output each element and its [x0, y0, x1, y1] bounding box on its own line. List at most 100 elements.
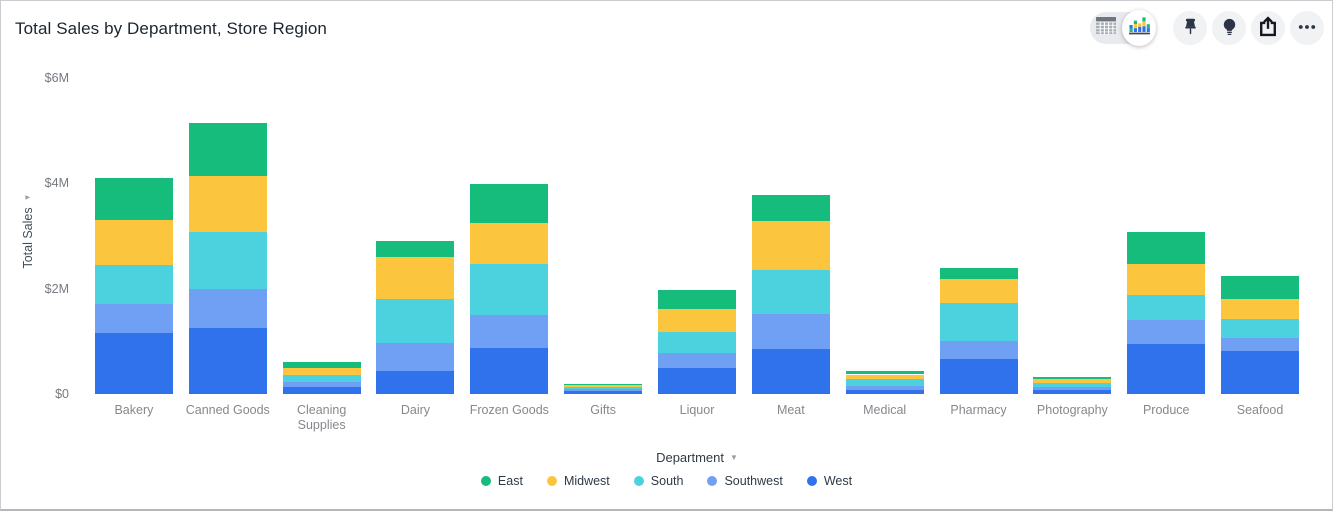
bar-segment-canned-goods-south[interactable] [188, 232, 267, 290]
bar-segment-dairy-midwest[interactable] [376, 256, 455, 300]
bar-segment-cleaning-supplies-southwest[interactable] [282, 381, 361, 388]
bar-segment-dairy-south[interactable] [376, 299, 455, 343]
bar-segment-produce-south[interactable] [1127, 295, 1206, 321]
bar-segment-medical-southwest[interactable] [845, 386, 924, 390]
bar-segment-dairy-southwest[interactable] [376, 342, 455, 371]
bar-segment-bakery-south[interactable] [94, 264, 173, 305]
bar-segment-seafood-west[interactable] [1221, 351, 1300, 394]
bar-segment-dairy-east[interactable] [376, 241, 455, 257]
view-mode-toggle[interactable] [1090, 10, 1156, 46]
x-axis-tick-produce: Produce [1142, 403, 1190, 417]
bar-segment-dairy-west[interactable] [376, 370, 455, 394]
x-axis-tick-liquor: Liquor [679, 403, 715, 417]
bar-segment-gifts-east[interactable] [564, 383, 643, 386]
bar-segment-produce-southwest[interactable] [1127, 320, 1206, 344]
bar-segment-liquor-southwest[interactable] [658, 353, 736, 369]
x-axis-tick-frozen-goods: Frozen Goods [469, 403, 549, 417]
bar-segment-liquor-south[interactable] [658, 332, 736, 354]
x-axis-tick-cleaning-supplies: Cleaning Supplies [296, 403, 347, 432]
bar-segment-gifts-southwest[interactable] [564, 389, 643, 392]
bar-segment-pharmacy-east[interactable] [939, 267, 1018, 279]
x-axis-tick-photography: Photography [1036, 403, 1108, 417]
legend-item-midwest[interactable]: Midwest [546, 474, 610, 488]
bar-segment-pharmacy-west[interactable] [939, 359, 1018, 394]
bar-segment-frozen-goods-midwest[interactable] [470, 222, 549, 264]
bar-segment-photography-east[interactable] [1033, 377, 1112, 379]
bar-segment-meat-east[interactable] [751, 194, 830, 221]
bar-segment-meat-southwest[interactable] [751, 314, 830, 350]
share-icon [1257, 15, 1279, 41]
bar-segment-medical-midwest[interactable] [845, 374, 924, 380]
bar-segment-photography-west[interactable] [1033, 389, 1112, 394]
bar-segment-liquor-midwest[interactable] [658, 309, 736, 333]
legend-label: Southwest [724, 474, 783, 488]
bar-segment-frozen-goods-east[interactable] [470, 183, 549, 223]
legend-dot-south [633, 476, 644, 486]
bar-segment-produce-midwest[interactable] [1127, 264, 1206, 296]
bar-segment-bakery-southwest[interactable] [94, 304, 173, 334]
legend-item-west[interactable]: West [806, 474, 853, 488]
page-title: Total Sales by Department, Store Region [15, 19, 327, 38]
bar-segment-canned-goods-west[interactable] [188, 328, 267, 394]
insights-button[interactable] [1212, 11, 1246, 45]
legend-dot-southwest [707, 476, 718, 486]
bar-segment-meat-west[interactable] [751, 349, 830, 394]
bar-segment-seafood-east[interactable] [1221, 275, 1300, 300]
bar-segment-pharmacy-southwest[interactable] [939, 341, 1018, 360]
x-axis-tick-canned-goods: Canned Goods [185, 403, 270, 417]
share-button[interactable] [1251, 11, 1285, 45]
bar-segment-canned-goods-midwest[interactable] [188, 176, 267, 233]
legend-item-south[interactable]: South [633, 474, 684, 488]
table-view-button[interactable] [1090, 12, 1121, 44]
bar-segment-gifts-south[interactable] [564, 387, 643, 390]
bar-segment-photography-southwest[interactable] [1033, 387, 1112, 390]
legend-label: South [650, 474, 684, 488]
legend-label: West [823, 474, 853, 488]
bar-chart-icon [1128, 16, 1150, 40]
x-axis-tick-meat: Meat [776, 403, 805, 417]
pin-button[interactable] [1173, 11, 1207, 45]
bar-segment-frozen-goods-southwest[interactable] [470, 314, 549, 349]
bar-segment-medical-west[interactable] [845, 389, 924, 394]
x-axis-tick-pharmacy: Pharmacy [950, 403, 1007, 417]
bar-segment-meat-midwest[interactable] [751, 220, 830, 270]
legend-dot-east [480, 476, 491, 486]
bar-segment-liquor-east[interactable] [658, 290, 736, 310]
bar-segment-produce-east[interactable] [1127, 232, 1206, 265]
bar-segment-photography-midwest[interactable] [1033, 378, 1112, 383]
bar-segment-gifts-midwest[interactable] [564, 385, 643, 388]
bar-segment-canned-goods-east[interactable] [188, 123, 267, 177]
bar-segment-cleaning-supplies-east[interactable] [282, 361, 361, 369]
bar-segment-medical-east[interactable] [845, 370, 924, 375]
toolbar [1090, 10, 1324, 46]
bar-segment-photography-south[interactable] [1033, 382, 1112, 388]
bar-segment-cleaning-supplies-west[interactable] [282, 387, 361, 394]
bar-segment-pharmacy-midwest[interactable] [939, 278, 1018, 304]
bar-segment-bakery-midwest[interactable] [94, 220, 173, 265]
x-axis-label[interactable]: Department ▼ [87, 450, 1307, 465]
bar-segment-produce-west[interactable] [1127, 343, 1206, 394]
bar-segment-cleaning-supplies-midwest[interactable] [282, 368, 361, 376]
legend-dot-west [806, 476, 817, 486]
ellipsis-icon [1297, 17, 1317, 40]
bar-segment-canned-goods-southwest[interactable] [188, 289, 267, 329]
bar-segment-frozen-goods-south[interactable] [470, 263, 549, 315]
legend-item-southwest[interactable]: Southwest [707, 474, 783, 488]
y-axis-tick: $6M [44, 70, 69, 85]
bar-segment-seafood-south[interactable] [1221, 319, 1300, 339]
more-button[interactable] [1290, 11, 1324, 45]
bar-segment-bakery-east[interactable] [94, 177, 173, 221]
bar-segment-bakery-west[interactable] [94, 333, 173, 394]
bar-segment-seafood-midwest[interactable] [1221, 299, 1300, 320]
bar-segment-frozen-goods-west[interactable] [470, 348, 549, 394]
bar-segment-liquor-west[interactable] [658, 368, 736, 394]
chart-view-button[interactable] [1122, 10, 1156, 46]
legend-item-east[interactable]: East [480, 474, 523, 488]
bar-segment-cleaning-supplies-south[interactable] [282, 375, 361, 382]
bar-segment-gifts-west[interactable] [564, 391, 643, 394]
bar-segment-pharmacy-south[interactable] [939, 303, 1018, 342]
bar-segment-meat-south[interactable] [751, 269, 830, 315]
bar-segment-seafood-southwest[interactable] [1221, 338, 1300, 352]
bar-segment-medical-south[interactable] [845, 379, 924, 387]
